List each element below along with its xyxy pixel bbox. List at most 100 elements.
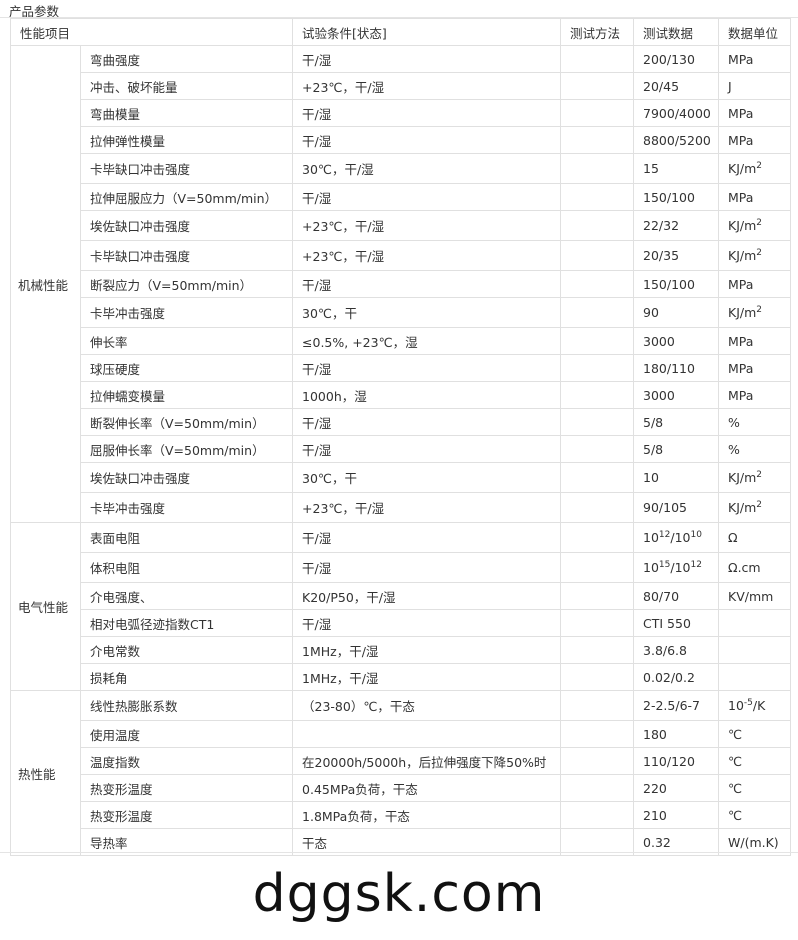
condition-cell: 1000h，湿: [292, 381, 562, 409]
unit-cell: MPa: [718, 99, 792, 127]
value-cell: 180: [633, 720, 720, 748]
item-cell: 相对电弧径迹指数CT1: [79, 609, 294, 637]
method-cell: [560, 45, 635, 73]
condition-cell: 干态: [292, 828, 562, 856]
value-cell: 150/100: [633, 183, 720, 211]
item-cell: 断裂应力（V=50mm/min）: [79, 270, 294, 298]
table-row: 导热率 干态 0.32 W/(m.K): [11, 828, 792, 856]
table-row: 卡毕缺口冲击强度 +23℃，干/湿 20/35 KJ/m2: [11, 240, 792, 271]
table-row: 机械性能 弯曲强度 干/湿 200/130 MPa: [10, 45, 792, 523]
condition-cell: 干/湿: [292, 183, 562, 211]
condition-cell: 干/湿: [292, 270, 562, 298]
unit-cell: J: [718, 72, 792, 100]
table-row: 热变形温度 1.8MPa负荷，干态 210 ℃: [11, 801, 792, 829]
table-row: 拉伸弹性模量 干/湿 8800/5200 MPa: [11, 126, 792, 154]
value-cell: 3.8/6.8: [633, 636, 720, 664]
condition-cell: （23-80）℃，干态: [292, 690, 562, 721]
condition-cell: +23℃，干/湿: [292, 72, 562, 100]
condition-cell: 干/湿: [292, 126, 562, 154]
method-cell: [560, 126, 635, 154]
method-cell: [560, 435, 635, 463]
item-cell: 卡毕冲击强度: [79, 297, 294, 328]
condition-cell: 干/湿: [292, 609, 562, 637]
value-cell: 3000: [633, 327, 720, 355]
table-row: 埃佐缺口冲击强度 30℃，干 10 KJ/m2: [11, 462, 792, 493]
unit-cell: Ω.cm: [718, 552, 792, 583]
value-cell: 20/35: [633, 240, 720, 271]
table-row: 伸长率 ≤0.5%, +23℃，湿 3000 MPa: [11, 327, 792, 355]
value-cell: 90: [633, 297, 720, 328]
item-cell: 使用温度: [79, 720, 294, 748]
method-cell: [560, 327, 635, 355]
value-cell: 180/110: [633, 354, 720, 382]
unit-cell: W/(m.K): [718, 828, 792, 856]
item-cell: 球压硬度: [79, 354, 294, 382]
condition-cell: 干/湿: [292, 522, 562, 553]
unit-cell: %: [718, 408, 792, 436]
condition-cell: 在20000h/5000h，后拉伸强度下降50%时: [292, 747, 562, 775]
table-row: 屈服伸长率（V=50mm/min） 干/湿 5/8%: [11, 435, 792, 463]
item-cell: 断裂伸长率（V=50mm/min）: [79, 408, 294, 436]
unit-cell: 10-5/K: [718, 690, 792, 721]
value-cell: 22/32: [633, 210, 720, 241]
item-cell: 伸长率: [79, 327, 294, 355]
unit-cell: ℃: [718, 801, 792, 829]
divider: [0, 852, 798, 853]
product-parameters-table: 性能项目 试验条件[状态] 测试方法 测试数据 数据单位 机械性能 弯曲强度 干/湿…: [9, 18, 792, 856]
item-cell: 冲击、破坏能量: [79, 72, 294, 100]
value-cell: 1012/1010: [633, 522, 720, 553]
method-cell: [560, 828, 635, 856]
unit-cell: KJ/m2: [718, 153, 792, 184]
method-cell: [560, 240, 635, 271]
value-cell: 0.32: [633, 828, 720, 856]
value-cell: 8800/5200: [633, 126, 720, 154]
condition-cell: K20/P50，干/湿: [292, 582, 562, 610]
method-cell: [560, 99, 635, 127]
value-cell: 20/45: [633, 72, 720, 100]
method-cell: [560, 492, 635, 523]
value-cell: CTI 550: [633, 609, 720, 637]
category-cell: 机械性能: [10, 45, 81, 523]
unit-cell: MPa: [718, 183, 792, 211]
value-cell: 80/70: [633, 582, 720, 610]
condition-cell: 干/湿: [292, 354, 562, 382]
method-cell: [560, 72, 635, 100]
item-cell: 拉伸弹性模量: [79, 126, 294, 154]
item-cell: 屈服伸长率（V=50mm/min）: [79, 435, 294, 463]
unit-cell: ℃: [718, 774, 792, 802]
table-row: 卡毕缺口冲击强度 30℃，干/湿 15 KJ/m2: [11, 153, 792, 184]
method-cell: [560, 720, 635, 748]
item-cell: 热变形温度: [79, 801, 294, 829]
item-cell: 表面电阻: [79, 522, 294, 553]
table-row: 相对电弧径迹指数CT1 干/湿 CTI 550: [11, 609, 792, 637]
condition-cell: 干/湿: [292, 45, 562, 73]
watermark-area: dggsk.com: [0, 862, 798, 932]
item-cell: 卡毕缺口冲击强度: [79, 153, 294, 184]
condition-cell: ≤0.5%, +23℃，湿: [292, 327, 562, 355]
table-row: 电气性能 表面电阻 干/湿 1012/1010 Ω: [10, 522, 792, 691]
unit-cell: KJ/m2: [718, 462, 792, 493]
method-cell: [560, 354, 635, 382]
unit-cell: [718, 609, 792, 637]
table-row: 损耗角 1MHz，干/湿 0.02/0.2: [11, 663, 792, 691]
header-value: 测试数据: [633, 18, 720, 46]
table-row: 弯曲模量 干/湿 7900/4000 MPa: [11, 99, 792, 127]
item-cell: 埃佐缺口冲击强度: [79, 462, 294, 493]
unit-cell: ℃: [718, 747, 792, 775]
method-cell: [560, 270, 635, 298]
table-row: 卡毕冲击强度 30℃，干 90 KJ/m2: [11, 297, 792, 328]
item-cell: 温度指数: [79, 747, 294, 775]
value-cell: 110/120: [633, 747, 720, 775]
unit-cell: ℃: [718, 720, 792, 748]
table-row: 温度指数 在20000h/5000h，后拉伸强度下降50%时 110/120 ℃: [11, 747, 792, 775]
method-cell: [560, 747, 635, 775]
value-cell: 210: [633, 801, 720, 829]
method-cell: [560, 462, 635, 493]
table-row: 拉伸蠕变模量 1000h，湿 3000 MPa: [11, 381, 792, 409]
method-cell: [560, 297, 635, 328]
table-row: 体积电阻 干/湿 1015/1012 Ω.cm: [11, 552, 792, 583]
method-cell: [560, 801, 635, 829]
value-cell: 2-2.5/6-7: [633, 690, 720, 721]
condition-cell: 30℃，干/湿: [292, 153, 562, 184]
unit-cell: %: [718, 435, 792, 463]
